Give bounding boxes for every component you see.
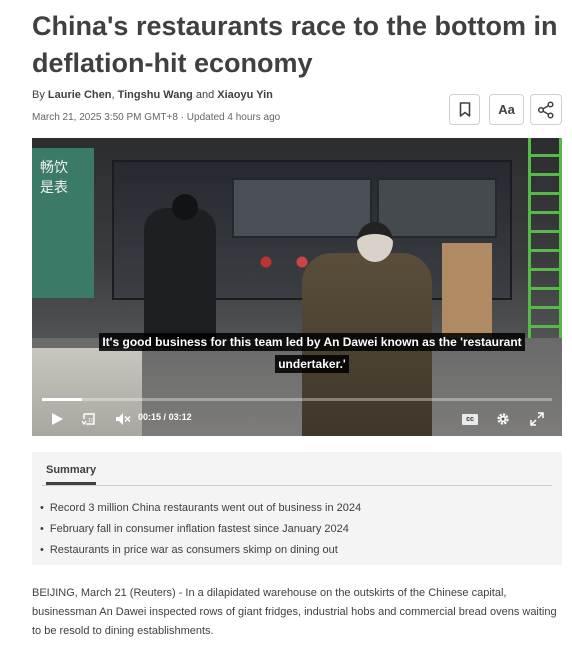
video-frame-person-left-head <box>172 194 198 220</box>
bookmark-button[interactable] <box>449 94 480 125</box>
author-link-1[interactable]: Laurie Chen <box>47 89 112 101</box>
dateline: March 21, 2025 3:50 PM GMT+8 · Updated 4… <box>32 112 281 123</box>
video-frame-person-left <box>144 208 216 348</box>
replay-10-icon: 10 <box>81 413 95 426</box>
current-time: 00:15 <box>138 412 162 422</box>
article-headline: China's restaurants race to the bottom i… <box>32 11 558 78</box>
fullscreen-button[interactable] <box>526 408 548 430</box>
byline: By Laurie Chen, Tingshu Wang and Xiaoyu … <box>32 89 273 101</box>
summary-item: February fall in consumer inflation fast… <box>40 519 361 540</box>
mute-button[interactable] <box>112 408 134 430</box>
cc-icon: cc <box>462 413 478 425</box>
video-frame-boxes <box>32 348 142 436</box>
bookmark-icon <box>459 102 470 117</box>
summary-divider <box>42 485 552 486</box>
fullscreen-icon <box>530 412 544 426</box>
summary-item: Restaurants in price war as consumers sk… <box>40 540 361 561</box>
video-player[interactable]: 畅饮是表 It's good business for this team le… <box>32 138 562 436</box>
article-paragraph: BEIJING, March 21 (Reuters) - In a dilap… <box>32 587 557 637</box>
author-link-3[interactable]: Xiaoyu Yin <box>217 89 273 101</box>
caption-line-2: undertaker.' <box>275 355 349 373</box>
duration: 03:12 <box>168 412 192 422</box>
video-frame-shop-sign: 畅饮是表 <box>32 148 94 298</box>
video-frame-person-right-head <box>357 222 393 262</box>
video-progress-fill <box>42 398 82 401</box>
video-frame-window-light-2 <box>377 178 497 238</box>
settings-button[interactable] <box>492 408 514 430</box>
share-button[interactable] <box>530 94 562 125</box>
video-frame-window-light <box>232 178 372 238</box>
replay-10-button[interactable]: 10 <box>78 408 100 430</box>
summary-item: Record 3 million China restaurants went … <box>40 498 361 519</box>
byline-prefix: By <box>32 89 45 101</box>
shop-sign-text: 畅饮是表 <box>40 160 68 196</box>
mute-icon <box>116 413 131 425</box>
play-button[interactable] <box>46 408 68 430</box>
summary-tab[interactable]: Summary <box>46 464 97 485</box>
byline-conjunction: and <box>195 89 215 101</box>
summary-list: Record 3 million China restaurants went … <box>40 498 361 561</box>
summary-box: Summary Record 3 million China restauran… <box>32 452 562 565</box>
video-caption: It's good business for this team led by … <box>62 331 562 375</box>
author-link-2[interactable]: Tingshu Wang <box>117 89 193 101</box>
text-size-button[interactable]: Aa <box>489 94 524 125</box>
time-separator: / <box>163 412 167 422</box>
play-icon <box>52 413 63 425</box>
video-progress-bar[interactable] <box>42 398 552 401</box>
video-time: 00:15 / 03:12 <box>138 412 192 422</box>
svg-text:10: 10 <box>88 418 94 424</box>
share-icon <box>537 100 554 119</box>
cc-button[interactable]: cc <box>460 410 480 428</box>
settings-gear-icon <box>497 413 509 425</box>
video-frame-ladder <box>528 138 562 338</box>
caption-line-1: It's good business for this team led by … <box>99 333 525 351</box>
